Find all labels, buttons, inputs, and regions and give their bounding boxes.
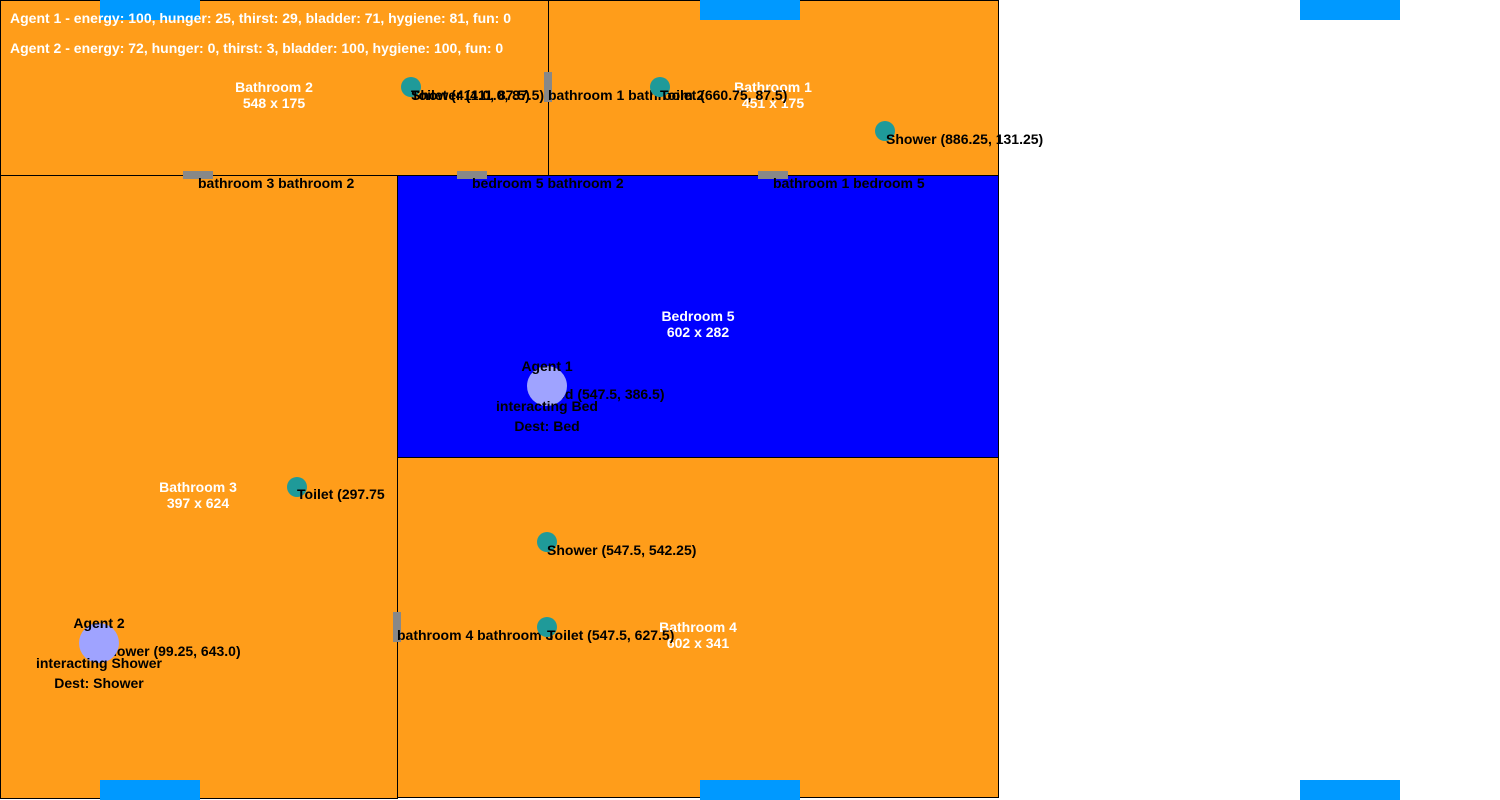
room-bedroom-5 [397,175,999,458]
agent-1-action: interacting Bed [496,398,598,414]
room-name: Bathroom 3 [159,479,237,495]
object-label: Shower (99.25, 643.0) [99,643,241,659]
door-bathroom1-bathroom2[interactable] [544,72,552,102]
object-label: Shower (411.0, 87.5) [411,87,545,103]
room-name: Bathroom 1 [734,79,812,95]
room-size: 602 x 282 [666,324,730,340]
agent-2-action: interacting Shower [35,655,163,671]
door-bathroom3-bathroom2[interactable] [183,171,213,179]
toilet-icon[interactable] [650,77,670,97]
room-bathroom-2 [0,0,549,176]
agent-1-dest: Dest: Bed [514,418,580,434]
toilet-icon[interactable] [401,77,421,97]
room-name: Bedroom 5 [661,308,735,324]
room-bathroom-1 [548,0,999,176]
door-label: bathroom 3 bathroom 2 [198,175,355,191]
room-label-bathroom-4: Bathroom 4 602 x 341 [659,619,737,651]
shower-icon[interactable] [537,532,557,552]
agent-2-avatar[interactable] [79,623,119,663]
door-label: bathroom 4 bathroom 3 [397,627,554,643]
object-label: Toilet (297.75 [297,486,385,502]
object-label: Shower (886.25, 131.25) [886,131,1044,147]
window-top-1 [100,0,200,20]
object-label: Bed (547.5, 386.5) [547,386,665,402]
toilet-icon[interactable] [287,477,307,497]
agent-2-name: Agent 2 [73,615,125,631]
room-name: Bathroom 2 [235,79,313,95]
agent-2-status: Agent 2 - energy: 72, hunger: 0, thirst:… [10,40,504,56]
door-label: bedroom 5 bathroom 2 [472,175,624,191]
room-label-bathroom-2: Bathroom 2 548 x 175 [235,79,313,111]
room-label-bedroom-5: Bedroom 5 602 x 282 [661,308,734,340]
shower-icon[interactable] [875,121,895,141]
object-label: Toilet (547.5, 627.5) [547,627,675,643]
agent-2-dest: Dest: Shower [54,675,144,691]
window-bottom-2 [700,780,800,800]
room-bathroom-4 [397,457,999,798]
object-label: Toilet (660.75, 87.5) [660,87,788,103]
door-bathroom4-bathroom3[interactable] [393,612,401,642]
window-top-2 [700,0,800,20]
agent-1-avatar[interactable] [527,366,567,406]
room-size: 451 x 175 [741,95,805,111]
room-size: 548 x 175 [242,95,306,111]
room-size: 602 x 341 [666,635,730,651]
room-label-bathroom-3: Bathroom 3 397 x 624 [159,479,237,511]
agent-1-name: Agent 1 [521,358,573,374]
room-name: Bathroom 4 [659,619,737,635]
window-bottom-1 [100,780,200,800]
room-size: 397 x 624 [166,495,230,511]
window-top-3 [1300,0,1400,20]
object-label: Toilet (411.0, 87.5) [411,87,530,103]
object-label: Shower (547.5, 542.25) [547,542,697,558]
room-label-bathroom-1: Bathroom 1 451 x 175 [734,79,812,111]
toilet-icon[interactable] [537,617,557,637]
agent-1-status: Agent 1 - energy: 100, hunger: 25, thirs… [10,10,512,26]
window-bottom-3 [1300,780,1400,800]
door-bathroom1-bedroom5[interactable] [758,171,788,179]
door-label: bathroom 1 bedroom 5 [773,175,925,191]
door-bedroom5-bathroom2[interactable] [457,171,487,179]
